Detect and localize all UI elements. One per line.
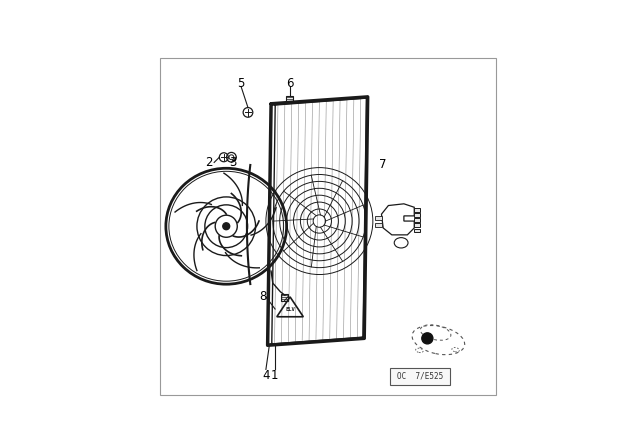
Text: 6: 6 — [286, 77, 294, 90]
Text: 5: 5 — [237, 77, 244, 90]
Bar — [414, 228, 420, 233]
Bar — [390, 368, 451, 385]
Circle shape — [223, 223, 230, 230]
Text: OC  7/E525: OC 7/E525 — [397, 372, 444, 381]
Bar — [414, 208, 420, 212]
Text: 8: 8 — [259, 290, 266, 303]
Bar — [414, 218, 420, 222]
Bar — [414, 213, 420, 217]
Bar — [285, 95, 293, 103]
Text: 1: 1 — [271, 369, 278, 382]
Bar — [374, 216, 382, 220]
Text: 2: 2 — [205, 156, 212, 169]
Text: 3: 3 — [230, 156, 237, 169]
Circle shape — [422, 333, 433, 344]
Text: 7: 7 — [380, 158, 387, 171]
Bar — [414, 224, 420, 227]
Bar — [281, 293, 289, 301]
Text: ELV: ELV — [285, 307, 295, 312]
Bar — [374, 223, 382, 227]
Text: 4: 4 — [262, 369, 269, 382]
